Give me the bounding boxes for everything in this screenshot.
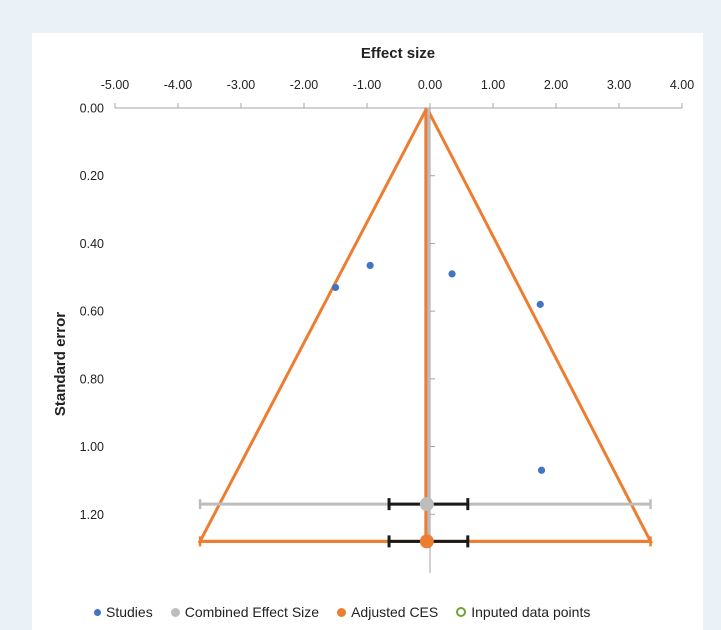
study-point [536, 300, 544, 308]
x-tick-label: -5.00 [101, 78, 130, 92]
legend-item-studies: Studies [94, 604, 153, 620]
y-tick-label: 0.60 [80, 305, 104, 319]
study-point [537, 466, 546, 474]
study-point [366, 261, 374, 270]
adjusted-ces-point [419, 534, 434, 549]
study-point [448, 270, 456, 278]
y-tick-label: 0.40 [80, 237, 104, 251]
x-tick-label: -1.00 [353, 78, 382, 92]
y-axis-label: Standard error [52, 312, 69, 416]
legend-item-adjusted-ces: Adjusted CES [337, 604, 438, 620]
y-tick-label: 1.20 [80, 508, 104, 522]
legend-label-combined-effect-size: Combined Effect Size [184, 604, 320, 620]
study-point [331, 283, 340, 292]
legend-item-combined-effect-size: Combined Effect Size [170, 604, 320, 620]
legend-marker-combined-effect-size [170, 607, 180, 617]
x-tick-label: 0.00 [418, 78, 442, 92]
y-tick-label: 0.20 [80, 169, 104, 183]
legend-item-inputed-data-points: Inputed data points [456, 604, 590, 620]
legend-marker-inputed-data-points [456, 607, 467, 617]
x-tick-label: -3.00 [227, 78, 256, 92]
chart-legend: Studies Combined Effect Size Adjusted CE… [94, 604, 590, 620]
y-tick-label: 0.80 [80, 372, 104, 386]
legend-label-studies: Studies [106, 604, 153, 620]
x-tick-label: 1.00 [481, 78, 505, 92]
x-tick-label: -4.00 [164, 78, 193, 92]
y-tick-label: 1.00 [80, 440, 104, 454]
y-tick-label: 0.00 [80, 102, 104, 116]
legend-marker-adjusted-ces [337, 607, 347, 617]
legend-label-inputed-data-points: Inputed data points [471, 604, 591, 620]
funnel-plot: -5.00 -4.00 -3.00 -2.00 -1.00 0.00 1.00 2.00 3.0… [52, 45, 694, 573]
x-tick-label: 4.00 [670, 78, 694, 92]
combined-effect-size-point [419, 497, 434, 512]
legend-label-adjusted-ces: Adjusted CES [351, 604, 439, 620]
chart-title: Effect size [361, 45, 435, 62]
legend-marker-studies [94, 608, 101, 616]
x-tick-label: 3.00 [607, 78, 631, 92]
x-tick-label: 2.00 [544, 78, 568, 92]
x-tick-label: -2.00 [290, 78, 319, 92]
chart-panel: -5.00 -4.00 -3.00 -2.00 -1.00 0.00 1.00 2.00 3.0… [32, 33, 703, 630]
